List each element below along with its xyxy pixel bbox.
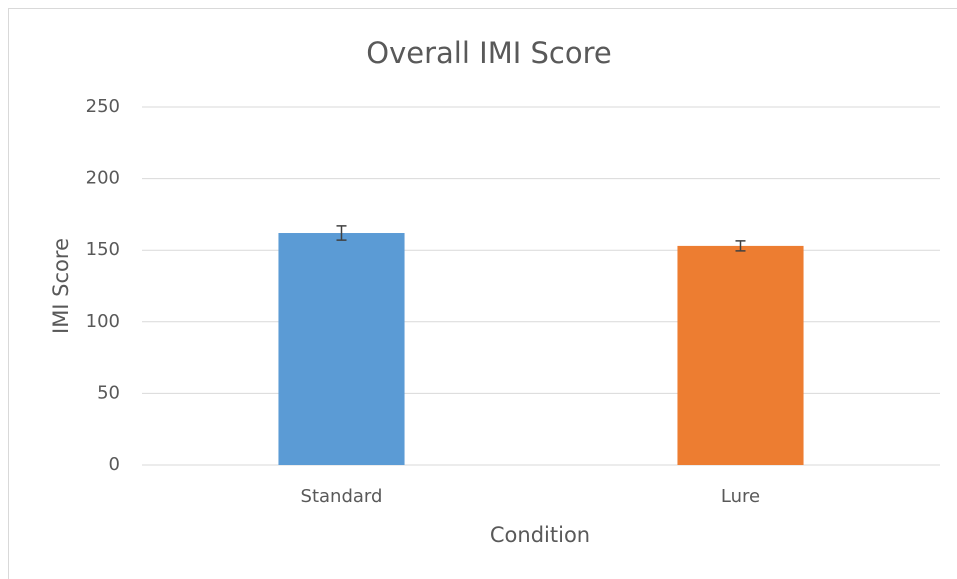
y-tick-label: 150 xyxy=(86,239,120,260)
bar xyxy=(278,233,405,465)
bar xyxy=(677,245,804,465)
y-tick-label: 0 xyxy=(109,454,120,475)
y-tick-label: 200 xyxy=(86,168,120,189)
chart-title: Overall IMI Score xyxy=(366,36,611,70)
y-axis-title: IMI Score xyxy=(49,238,73,334)
x-axis-title: Condition xyxy=(490,523,590,547)
error-bar xyxy=(336,225,347,241)
x-tick-label: Lure xyxy=(721,486,760,507)
chart-border xyxy=(8,8,957,579)
y-tick-label: 100 xyxy=(86,311,120,332)
y-tick-label: 250 xyxy=(86,96,120,117)
error-bar xyxy=(735,240,746,252)
y-tick-label: 50 xyxy=(97,382,120,403)
x-tick-label: Standard xyxy=(301,486,383,507)
